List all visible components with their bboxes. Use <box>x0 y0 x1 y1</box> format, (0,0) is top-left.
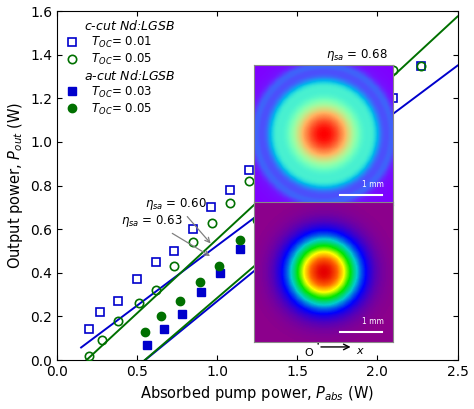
Y-axis label: Output power, $P_{out}$ (W): Output power, $P_{out}$ (W) <box>6 102 25 269</box>
Legend: $c$-cut Nd:LGSB,   $T_{OC}$= 0.01,   $T_{OC}$= 0.05, $a$-cut Nd:LGSB,   $T_{OC}$: $c$-cut Nd:LGSB, $T_{OC}$= 0.01, $T_{OC}… <box>63 17 178 119</box>
Text: $\eta_{sa}$ = 0.68: $\eta_{sa}$ = 0.68 <box>326 47 388 91</box>
Text: y: y <box>307 298 313 308</box>
Text: $\eta_{sa}$ = 0.63: $\eta_{sa}$ = 0.63 <box>121 213 209 255</box>
Text: x: x <box>356 346 363 356</box>
Text: $\eta_{sa}$ = 0.55: $\eta_{sa}$ = 0.55 <box>326 101 388 141</box>
Text: 1 mm: 1 mm <box>362 180 384 189</box>
Text: 1 mm: 1 mm <box>362 317 384 326</box>
Text: O: O <box>305 348 313 358</box>
X-axis label: Absorbed pump power, $P_{abs}$ (W): Absorbed pump power, $P_{abs}$ (W) <box>140 384 374 403</box>
Text: $\eta_{sa}$ = 0.60: $\eta_{sa}$ = 0.60 <box>145 196 210 243</box>
